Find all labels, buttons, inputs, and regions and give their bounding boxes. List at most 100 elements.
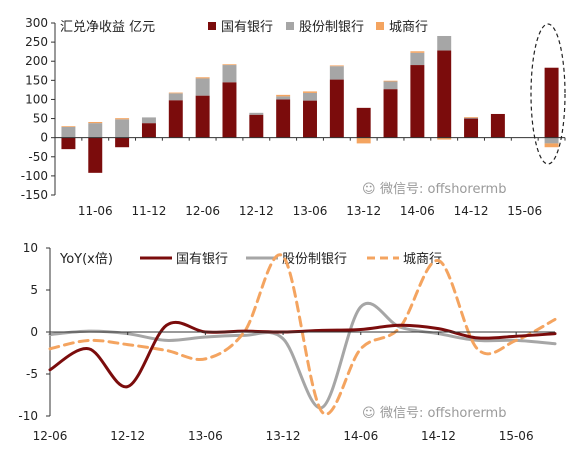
bar-2013Q2-s2 xyxy=(303,91,317,93)
bottom-x-tick-label: 12-12 xyxy=(110,429,145,443)
bar-2013Q3-s2 xyxy=(329,65,344,67)
top-legend-swatch xyxy=(376,22,384,30)
bottom-legend-label: 股份制银行 xyxy=(282,252,347,267)
top-y-tick-label: 250 xyxy=(25,35,48,49)
watermark-icon: ☺ xyxy=(362,182,376,197)
bar-2013Q4-s2 xyxy=(356,137,371,144)
top-legend-label: 股份制银行 xyxy=(299,20,364,35)
bar-2012Q4-s0 xyxy=(249,114,264,138)
bottom-y-tick-label: 0 xyxy=(30,325,38,339)
bottom-y-tick-label: 10 xyxy=(23,241,38,255)
top-y-tick-label: -100 xyxy=(21,169,48,183)
bottom-y-axis: -10 -5 0 5 10 xyxy=(18,241,51,423)
bar-2014Q1-s2 xyxy=(383,80,398,82)
top-y-tick-label: -50 xyxy=(28,150,48,164)
bar-2013Q2-s1 xyxy=(303,92,317,101)
watermark-text-bottom: 微信号: offshorermb xyxy=(380,406,506,421)
bar-2011Q4-s0 xyxy=(141,123,156,138)
bottom-y-label: YoY(x倍) xyxy=(59,252,113,267)
bar-2015Q3-s0 xyxy=(544,67,559,138)
top-x-axis: 11-06 11-12 12-06 12-12 13-06 13-12 14-06 14-12… xyxy=(54,137,566,218)
top-y-tick-label: 200 xyxy=(25,54,48,68)
top-y-tick-label: 50 xyxy=(33,112,48,126)
bottom-x-tick-label: 12-06 xyxy=(33,429,68,443)
bar-2014Q4-s0 xyxy=(464,118,479,138)
bottom-lines xyxy=(48,253,557,416)
bottom-y-tick-label: -5 xyxy=(26,367,38,381)
top-legend-swatch xyxy=(286,22,294,30)
line-series-1 xyxy=(48,301,557,410)
bar-2012Q2-s0 xyxy=(195,95,210,138)
bar-2012Q1-s0 xyxy=(168,100,183,138)
bar-2012Q3-s2 xyxy=(222,64,237,66)
bar-2011Q2-s0 xyxy=(88,137,103,173)
bar-2012Q1-s2 xyxy=(168,92,183,94)
top-y-tick-label: 0 xyxy=(40,131,48,145)
bar-2013Q1-s2 xyxy=(276,94,291,97)
top-bars xyxy=(61,35,559,173)
bottom-legend-label: 国有银行 xyxy=(176,252,228,267)
bar-2014Q3-s2 xyxy=(437,137,452,140)
bar-2012Q4-s1 xyxy=(249,112,264,115)
bar-2011Q3-s1 xyxy=(115,119,130,138)
top-legend: 国有银行 股份制银行 城商行 xyxy=(208,20,428,35)
bottom-x-tick-label: 15-06 xyxy=(499,429,534,443)
bar-2014Q4-s1 xyxy=(464,117,479,119)
bar-2014Q1-s0 xyxy=(383,89,398,138)
bar-2013Q3-s0 xyxy=(329,79,344,138)
watermark-bottom: ☺ 微信号: offshorermb xyxy=(362,406,506,421)
top-chart-title: 汇兑净收益 亿元 xyxy=(60,20,155,35)
line-series-2 xyxy=(48,253,557,416)
bottom-y-tick-label: 5 xyxy=(30,283,38,297)
bar-2015Q1-s0 xyxy=(490,113,505,138)
bottom-x-tick-label: 14-06 xyxy=(343,429,378,443)
bar-2012Q1-s1 xyxy=(168,93,183,101)
bar-2013Q4-s0 xyxy=(356,107,371,138)
watermark-top: ☺ 微信号: offshorermb xyxy=(362,182,506,197)
bar-2012Q3-s1 xyxy=(222,65,237,83)
bottom-y-tick-label: -10 xyxy=(18,409,38,423)
top-y-tick-label: -150 xyxy=(21,188,48,202)
bar-2014Q2-s1 xyxy=(410,52,425,66)
top-x-tick-label: 11-06 xyxy=(78,204,113,218)
top-y-axis: -150 -100 -50 0 50 100 150 200 250 300 xyxy=(21,16,56,202)
bar-2014Q3-s1 xyxy=(437,35,452,51)
watermark-icon: ☺ xyxy=(362,406,376,421)
top-y-tick-label: 150 xyxy=(25,73,48,87)
bottom-x-tick-label: 14-12 xyxy=(421,429,456,443)
bar-2013Q1-s1 xyxy=(276,96,291,100)
bar-2013Q1-s0 xyxy=(276,99,291,138)
top-x-tick-label: 14-06 xyxy=(400,204,435,218)
top-x-tick-label: 12-12 xyxy=(239,204,274,218)
bar-2011Q3-s2 xyxy=(115,118,130,120)
bottom-legend: 国有银行 股份制银行 城商行 xyxy=(140,252,442,267)
bar-2011Q4-s1 xyxy=(141,117,156,124)
top-legend-label: 国有银行 xyxy=(221,20,273,35)
top-x-tick-label: 12-06 xyxy=(185,204,220,218)
bar-2011Q2-s1 xyxy=(88,123,103,138)
bar-2015Q3-s2 xyxy=(544,143,559,148)
bar-2014Q3-s0 xyxy=(437,50,452,138)
top-x-tick-label: 11-12 xyxy=(132,204,167,218)
top-x-tick-label: 15-06 xyxy=(507,204,542,218)
bottom-x-tick-label: 13-06 xyxy=(188,429,223,443)
bar-2012Q2-s2 xyxy=(195,77,210,79)
bar-2011Q1-s2 xyxy=(61,126,76,127)
bar-2014Q2-s2 xyxy=(410,51,425,53)
bar-2015Q3-s1 xyxy=(544,137,559,144)
bar-2011Q1-s0 xyxy=(61,137,76,150)
top-bar-chart: 汇兑净收益 亿元 国有银行 股份制银行 城商行 -150 -100 -50 0 50 100 1… xyxy=(21,16,566,218)
bar-2014Q4-s2 xyxy=(464,117,479,118)
top-y-tick-label: 300 xyxy=(25,16,48,30)
bar-2012Q3-s0 xyxy=(222,82,237,138)
bar-2014Q1-s1 xyxy=(383,81,398,90)
top-legend-swatch xyxy=(208,22,216,30)
bar-2011Q1-s1 xyxy=(61,126,76,138)
bar-2013Q3-s1 xyxy=(329,66,344,80)
bar-2012Q2-s1 xyxy=(195,78,210,96)
bar-2014Q2-s0 xyxy=(410,65,425,138)
top-x-tick-label: 13-06 xyxy=(293,204,328,218)
bottom-x-tick-label: 13-12 xyxy=(266,429,301,443)
